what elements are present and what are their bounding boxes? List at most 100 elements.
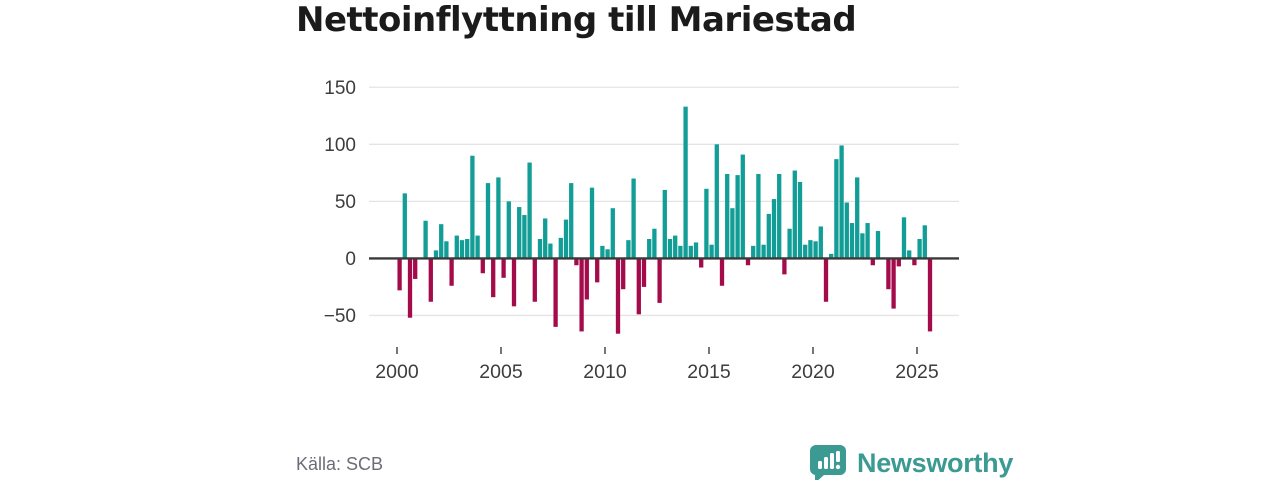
quarter-bar [777,173,782,259]
quarter-bar [849,223,855,259]
y-axis-tick-label: −50 [324,306,356,327]
logo-exclamation-bar [836,451,840,462]
quarter-bar [803,244,808,259]
quarter-bar [615,258,621,334]
quarter-bar [636,258,641,315]
quarter-bar [537,239,543,259]
quarter-bar [584,258,589,300]
quarter-bar [517,207,522,259]
y-axis-tick-label: 50 [335,192,356,213]
quarter-bar [907,250,912,259]
quarter-bar [808,240,813,259]
quarter-bar [589,187,595,259]
quarter-bar [725,173,730,259]
quarter-bar [865,223,870,259]
quarter-bar [413,258,418,279]
y-axis-tick-label: 100 [324,135,356,156]
quarter-bar [574,258,579,266]
newsworthy-wordmark: Newsworthy [857,447,1014,478]
bars-group [397,106,933,334]
quarter-bar [771,199,777,259]
quarter-bar [823,258,829,302]
quarter-bar [688,245,693,259]
quarter-bar [397,258,402,291]
quarter-bar [870,258,875,266]
quarter-bar [896,258,901,267]
quarter-bar [454,235,459,259]
quarter-bar [667,239,673,259]
quarter-bar [402,193,407,259]
quarter-bar [532,258,537,302]
quarter-bar [917,239,922,259]
quarter-bar [558,237,563,259]
quarter-bar [485,183,491,259]
quarter-bar [407,258,413,318]
quarter-bar [693,242,699,259]
quarter-bar [875,231,881,259]
logo-bar-1 [818,461,822,469]
newsworthy-logo-icon [810,445,846,480]
x-axis-tick-label: 2015 [687,361,731,383]
logo-bar-2 [824,457,828,469]
quarter-bar [714,144,719,259]
quarter-bar [751,245,756,259]
quarter-bar [699,258,704,268]
quarter-bar [818,226,823,259]
quarter-bar [563,219,569,259]
quarter-bar [719,258,725,286]
x-axis-tick-label: 2025 [895,361,939,383]
quarter-bar [449,258,454,286]
x-axis-tick-label: 2005 [479,361,523,383]
quarter-bar [600,245,605,259]
quarter-bar [704,188,709,259]
quarter-bar [610,208,615,259]
quarter-bar [543,218,548,259]
quarter-bar [475,235,480,259]
quarter-bar [709,244,714,259]
quarter-bar [433,250,439,259]
quarter-bar [595,258,600,283]
quarter-bar [465,239,470,259]
quarter-bar [844,202,849,259]
quarter-bar [496,177,501,259]
quarter-bar [444,241,449,259]
quarter-bar [735,175,740,259]
quarter-bar [548,243,553,259]
quarter-bar [631,178,636,259]
quarter-bar [745,258,751,266]
quarter-bar [813,241,818,259]
logo-exclamation-dot [835,464,841,470]
quarter-bar [829,253,834,259]
quarter-bar [912,258,917,266]
chart-title: Nettoinflyttning till Mariestad [296,0,857,40]
quarter-bar [641,258,647,287]
quarter-bar [652,228,657,259]
quarter-bar [480,258,485,274]
logo-bar-3 [830,453,834,469]
quarter-bar [459,240,465,259]
quarter-bar [428,258,433,302]
quarter-bar [673,235,678,259]
quarter-bar [621,258,626,290]
quarter-bar [797,181,803,259]
quarter-bar [855,177,860,259]
quarter-bar [792,170,797,259]
quarter-bar [678,245,683,259]
quarter-bar [647,239,652,259]
quarter-bar [839,145,844,259]
quarter-bar [901,217,907,259]
x-axis-tick-label: 2010 [583,361,627,383]
x-axis-tick-label: 2000 [375,361,419,383]
quarter-bar [834,159,839,259]
quarter-bar [657,258,662,303]
newsworthy-logo: Newsworthy [808,443,1013,480]
quarter-bar [927,258,933,332]
quarter-bar [553,258,558,327]
quarter-bar [470,155,475,259]
quarter-bar [626,240,631,259]
quarter-bar [569,183,574,259]
quarter-bar [891,258,896,309]
quarter-bar [782,258,787,275]
quarter-bar [761,244,766,259]
